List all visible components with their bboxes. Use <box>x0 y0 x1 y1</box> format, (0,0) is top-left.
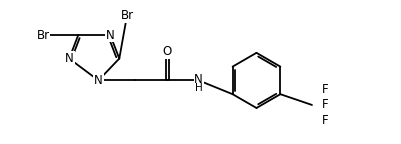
Text: N: N <box>194 73 203 86</box>
Text: F: F <box>321 83 328 96</box>
Text: Br: Br <box>120 9 133 22</box>
Text: F: F <box>321 98 328 111</box>
Text: O: O <box>162 45 172 58</box>
Text: Br: Br <box>36 29 49 41</box>
Text: F: F <box>321 114 328 127</box>
Text: H: H <box>194 83 202 93</box>
Text: N: N <box>65 52 73 65</box>
Text: N: N <box>94 74 103 87</box>
Text: N: N <box>105 29 114 41</box>
